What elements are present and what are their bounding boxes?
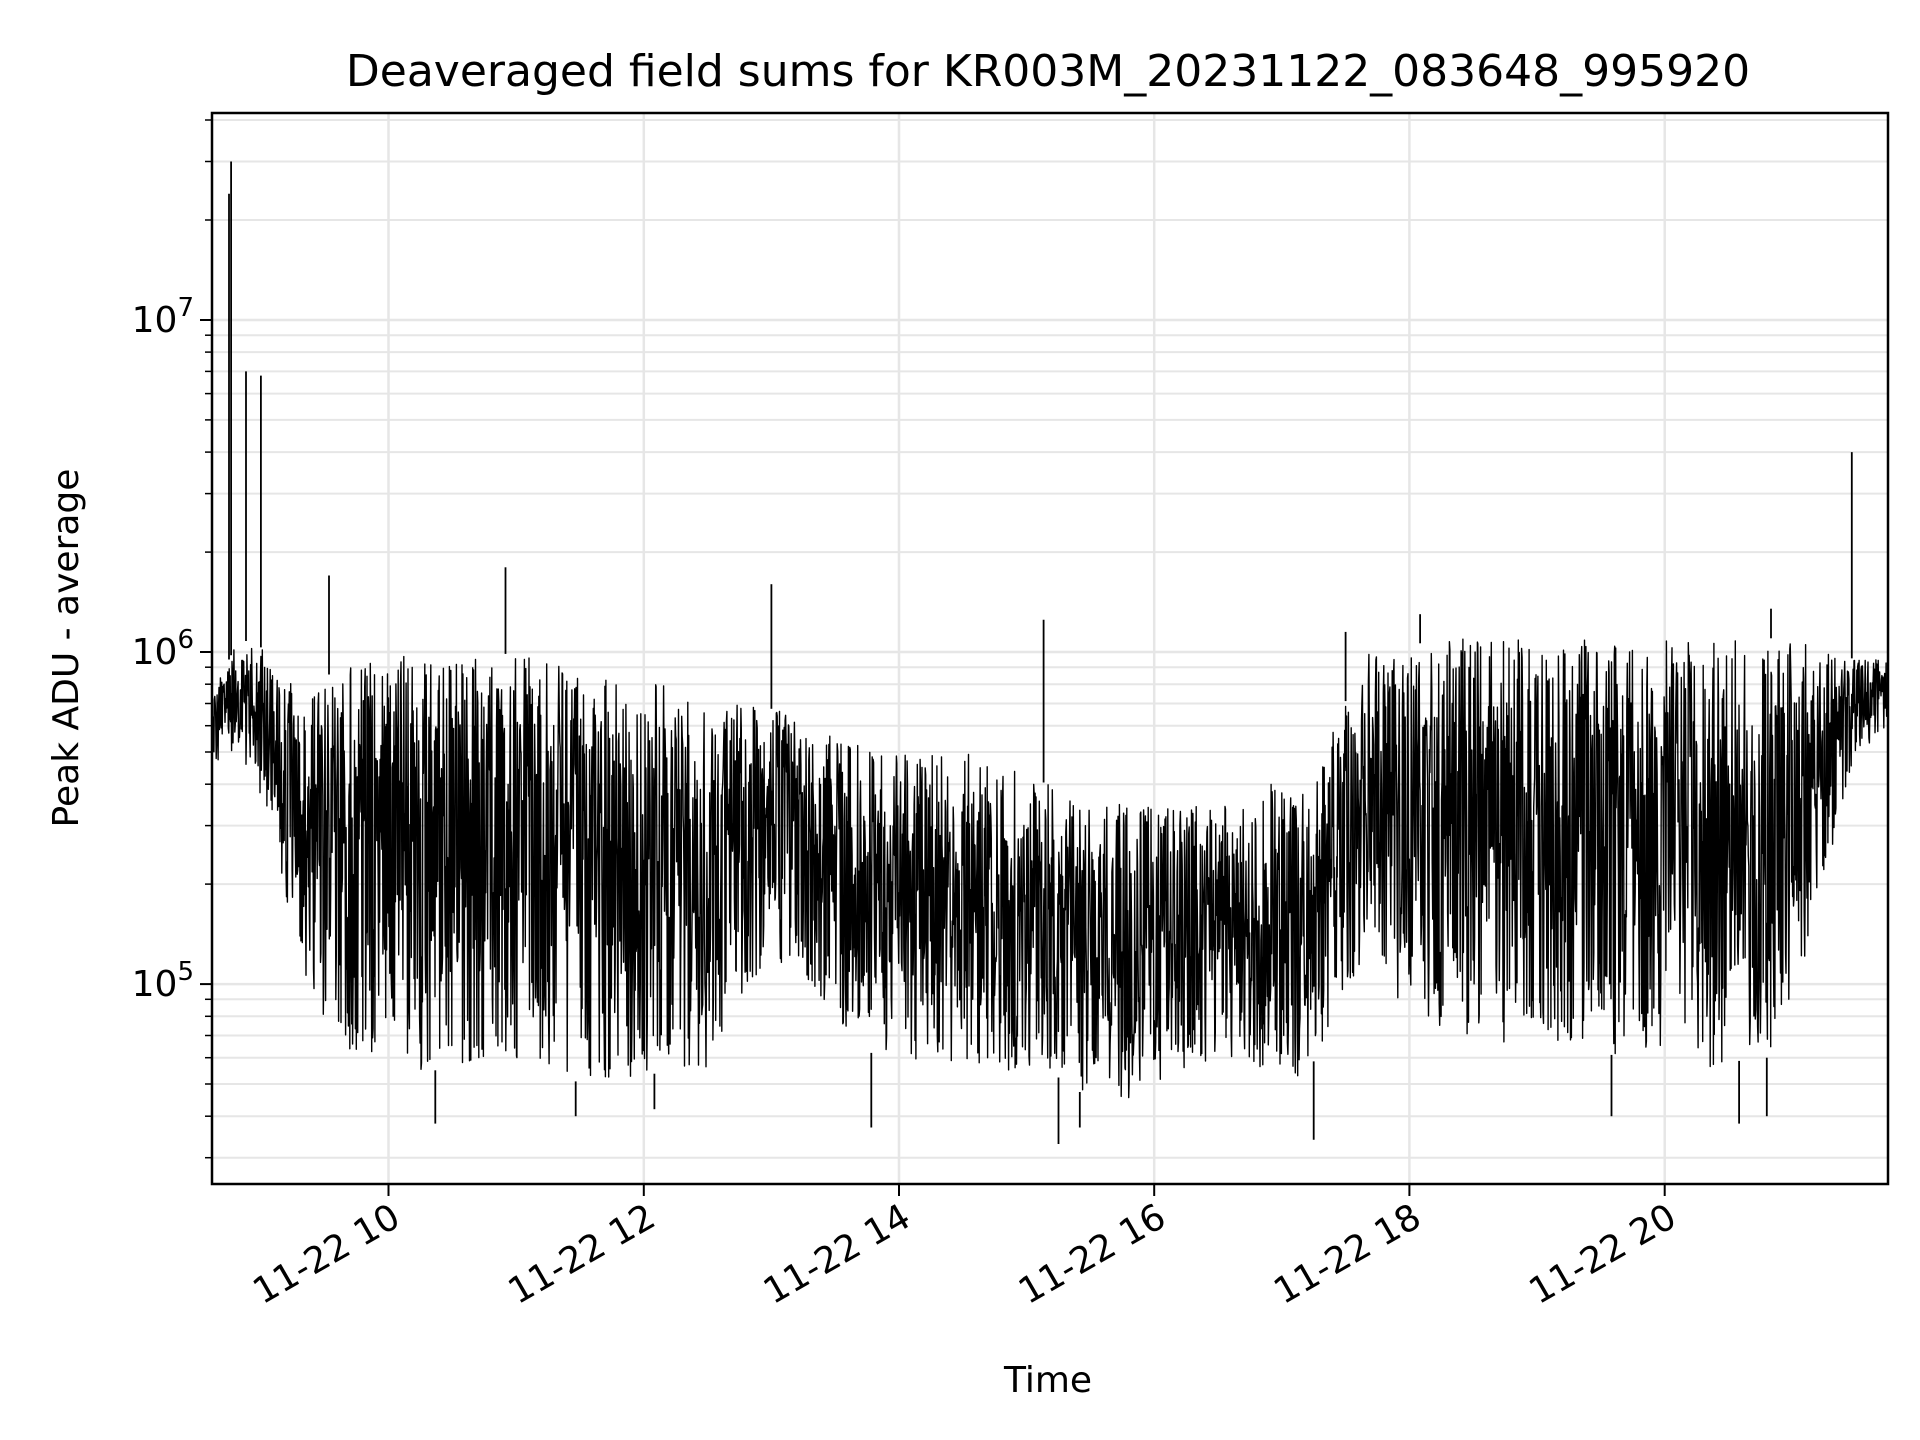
data-layer: [211, 161, 1889, 1144]
y-tick-label: 106: [132, 625, 194, 673]
series-line: [211, 638, 1889, 1099]
y-axis: 105 106 107: [132, 119, 212, 1159]
plot-area: [210, 111, 1890, 1186]
chart-title: Deaveraged field sums for KR003M_2023112…: [346, 46, 1750, 97]
y-tick-label: 105: [132, 957, 194, 1005]
y-axis-label: Peak ADU - average: [46, 469, 87, 828]
y-tick-label: 107: [132, 293, 194, 341]
x-axis-label: Time: [1003, 1360, 1092, 1401]
plot-frame: [210, 111, 1890, 1186]
